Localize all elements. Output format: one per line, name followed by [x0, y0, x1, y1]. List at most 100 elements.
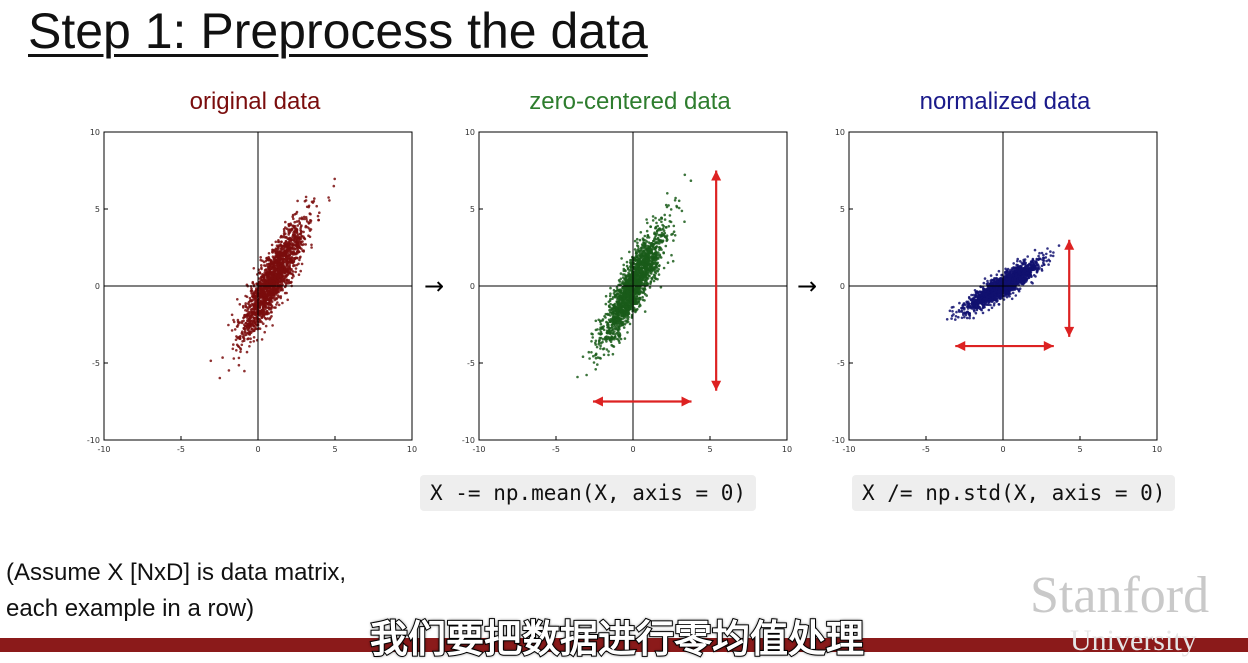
- scatter-point: [296, 241, 299, 244]
- scatter-point: [612, 317, 615, 320]
- scatter-point: [652, 219, 655, 222]
- scatter-point: [272, 260, 275, 263]
- scatter-point: [241, 333, 244, 336]
- scatter-point: [655, 250, 658, 253]
- y-tick-label: 5: [470, 205, 475, 214]
- scatter-point: [612, 353, 615, 356]
- scatter-point: [626, 261, 629, 264]
- scatter-point: [672, 260, 675, 263]
- scatter-point: [644, 310, 647, 313]
- scatter-point: [265, 298, 268, 301]
- scatter-point: [283, 234, 286, 237]
- scatter-point: [302, 250, 305, 253]
- scatter-point: [268, 252, 271, 255]
- plot-title-normalized: normalized data: [850, 88, 1160, 116]
- scatter-point: [270, 266, 273, 269]
- scatter-point: [611, 313, 614, 316]
- scatter-point: [637, 270, 640, 273]
- scatter-point: [656, 278, 659, 281]
- scatter-point: [606, 330, 609, 333]
- scatter-point: [667, 204, 670, 207]
- scatter-point: [307, 206, 310, 209]
- scatter-point: [250, 305, 253, 308]
- scatter-point: [660, 217, 663, 220]
- scatter-point: [263, 302, 266, 305]
- scatter-point: [309, 236, 312, 239]
- scatter-point: [648, 249, 651, 252]
- scatter-point: [955, 315, 958, 318]
- scatter-point: [238, 357, 241, 360]
- scatter-point: [644, 277, 647, 280]
- scatter-point: [605, 340, 608, 343]
- scatter-point: [633, 263, 636, 266]
- scatter-point: [652, 215, 655, 218]
- scatter-point: [654, 271, 657, 274]
- scatter-point: [613, 310, 616, 313]
- scatter-point: [670, 254, 673, 257]
- scatter-point: [596, 346, 599, 349]
- scatter-point: [281, 275, 284, 278]
- scatter-point: [274, 276, 277, 279]
- scatter-point: [641, 266, 644, 269]
- scatter-point: [980, 309, 983, 312]
- scatter-point: [300, 224, 303, 227]
- scatter-point: [640, 248, 643, 251]
- scatter-point: [232, 319, 235, 322]
- scatter-point: [599, 320, 602, 323]
- scatter-point: [605, 303, 608, 306]
- scatter-point: [642, 278, 645, 281]
- scatter-point: [618, 328, 621, 331]
- scatter-point: [303, 218, 306, 221]
- scatter-point: [618, 301, 621, 304]
- scatter-point: [260, 311, 263, 314]
- scatter-point: [258, 282, 261, 285]
- scatter-point: [284, 221, 287, 224]
- scatter-point: [657, 254, 660, 257]
- scatter-point: [284, 292, 287, 295]
- scatter-point: [1012, 292, 1015, 295]
- scatter-point: [294, 237, 297, 240]
- scatter-point: [596, 363, 599, 366]
- scatter-point: [614, 317, 617, 320]
- scatter-point: [249, 297, 252, 300]
- scatter-point: [951, 310, 954, 313]
- scatter-point: [674, 197, 677, 200]
- scatter-point: [237, 323, 240, 326]
- scatter-point: [282, 261, 285, 264]
- scatter-point: [255, 287, 258, 290]
- scatter-point: [636, 289, 639, 292]
- scatter-point: [609, 314, 612, 317]
- scatter-point: [613, 322, 616, 325]
- scatter-point: [247, 302, 250, 305]
- scatter-point: [291, 273, 294, 276]
- scatter-point: [253, 325, 256, 328]
- scatter-point: [625, 306, 628, 309]
- scatter-point: [958, 309, 961, 312]
- scatter-point: [602, 325, 605, 328]
- scatter-point: [295, 267, 298, 270]
- scatter-point: [287, 268, 290, 271]
- scatter-point: [665, 226, 668, 229]
- scatter-point: [282, 254, 285, 257]
- scatter-point: [271, 305, 274, 308]
- scatter-point: [297, 224, 300, 227]
- scatter-point: [286, 299, 289, 302]
- scatter-point: [641, 296, 644, 299]
- scatter-point: [645, 281, 648, 284]
- scatter-point: [993, 302, 996, 305]
- scatter-point: [634, 240, 637, 243]
- scatter-point: [683, 220, 686, 223]
- scatter-point: [639, 304, 642, 307]
- scatter-point: [654, 217, 657, 220]
- scatter-point: [294, 271, 297, 274]
- scatter-point: [619, 297, 622, 300]
- scatter-point: [588, 357, 591, 360]
- scatter-point: [644, 245, 647, 248]
- scatter-point: [305, 216, 308, 219]
- scatter-point: [607, 354, 610, 357]
- scatter-point: [333, 185, 336, 188]
- scatter-point: [636, 308, 639, 311]
- x-tick-label: 0: [255, 445, 260, 454]
- scatter-point: [599, 347, 602, 350]
